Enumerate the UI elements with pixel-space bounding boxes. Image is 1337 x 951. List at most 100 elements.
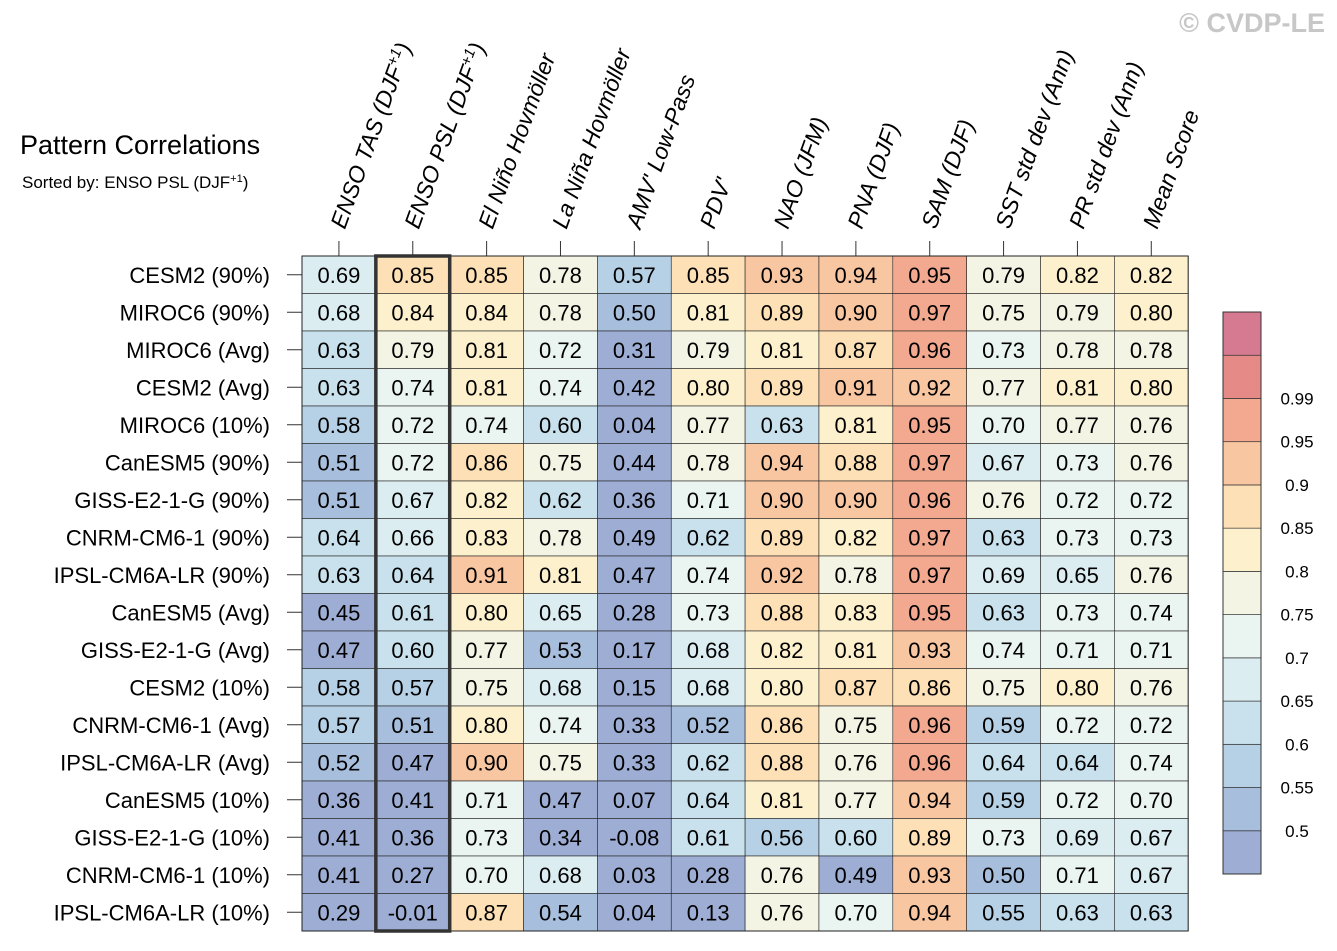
heatmap-cell <box>966 405 1041 444</box>
cell-value: 0.17 <box>613 638 656 663</box>
heatmap-cell <box>1040 855 1115 894</box>
cell-value: 0.67 <box>1130 825 1173 850</box>
heatmap-cell <box>892 518 967 557</box>
column-label: ENSO PSL (DJF+1) <box>399 39 491 232</box>
cell-value: 0.67 <box>1130 863 1173 888</box>
heatmap-cell <box>892 668 967 707</box>
heatmap-cell <box>1040 330 1115 369</box>
cell-value: 0.76 <box>1130 450 1173 475</box>
heatmap-cell <box>375 330 451 369</box>
heatmap-cell <box>449 593 524 632</box>
heatmap-cell <box>449 518 524 557</box>
heatmap-cell <box>892 855 967 894</box>
cell-value: 0.89 <box>761 300 804 325</box>
cell-value: 0.68 <box>539 675 582 700</box>
cell-value: 0.82 <box>761 638 804 663</box>
cell-value: 0.74 <box>539 713 582 738</box>
heatmap-cell <box>1040 405 1115 444</box>
heatmap-cell <box>1114 405 1189 444</box>
cell-value: 0.81 <box>1056 375 1099 400</box>
heatmap-cell <box>1040 593 1115 632</box>
heatmap-cell <box>1040 518 1115 557</box>
cell-value: 0.91 <box>834 375 877 400</box>
cell-value: 0.72 <box>391 450 434 475</box>
heatmap-cell <box>301 780 377 819</box>
heatmap-cell <box>966 743 1041 782</box>
heatmap-cell <box>744 330 820 369</box>
heatmap-cell <box>597 893 672 932</box>
heatmap-cell <box>597 705 672 744</box>
cell-value: 0.03 <box>613 863 656 888</box>
heatmap-cell <box>523 705 598 744</box>
heatmap-cell <box>1114 893 1189 932</box>
heatmap-cell <box>744 818 820 857</box>
cell-value: 0.77 <box>465 638 508 663</box>
cell-value: 0.63 <box>1056 900 1099 925</box>
heatmap-cell <box>375 443 451 482</box>
heatmap-cell <box>966 555 1041 594</box>
heatmap-cell <box>670 368 746 407</box>
cell-value: 0.41 <box>318 863 361 888</box>
cell-value: 0.72 <box>1056 788 1099 813</box>
cell-value: 0.81 <box>539 563 582 588</box>
cell-value: 0.75 <box>539 450 582 475</box>
cell-value: 0.50 <box>982 863 1025 888</box>
heatmap-cell <box>523 818 598 857</box>
cell-value: 0.90 <box>465 750 508 775</box>
cell-value: 0.71 <box>1130 638 1173 663</box>
cell-value: 0.94 <box>761 450 804 475</box>
cell-value: 0.77 <box>982 375 1025 400</box>
cell-value: 0.63 <box>1130 900 1173 925</box>
heatmap-cell <box>301 293 377 332</box>
row-label: CESM2 (Avg) <box>136 375 270 400</box>
cell-value: 0.81 <box>834 413 877 438</box>
cell-value: 0.96 <box>908 750 951 775</box>
heatmap-cell <box>670 555 746 594</box>
cell-value: 0.45 <box>318 600 361 625</box>
colorbar-segment <box>1222 311 1262 356</box>
cell-value: 0.73 <box>465 825 508 850</box>
heatmap-cell <box>892 368 967 407</box>
cell-value: 0.93 <box>908 638 951 663</box>
heatmap-cell <box>744 893 820 932</box>
cell-value: 0.72 <box>391 413 434 438</box>
heatmap-cell <box>449 893 524 932</box>
colorbar-tick-label: 0.65 <box>1280 692 1313 711</box>
heatmap-cell <box>1114 255 1189 294</box>
heatmap-cell <box>597 405 672 444</box>
cell-value: 0.72 <box>1056 488 1099 513</box>
heatmap-cell <box>670 593 746 632</box>
cell-value: 0.29 <box>318 900 361 925</box>
heatmap-cell <box>670 818 746 857</box>
sort-column-highlight <box>374 254 452 933</box>
heatmap-cell <box>818 780 894 819</box>
cell-value: 0.78 <box>834 563 877 588</box>
colorbar-segment <box>1222 571 1262 615</box>
heatmap-cell <box>449 555 524 594</box>
heatmap-cell <box>523 518 598 557</box>
heatmap-cell <box>670 480 746 519</box>
heatmap-cell <box>818 555 894 594</box>
cell-value: 0.73 <box>1056 450 1099 475</box>
heatmap-cell <box>523 480 598 519</box>
cell-value: 0.49 <box>613 525 656 550</box>
column-label: El Niño Hovmöller <box>473 49 561 232</box>
cell-value: 0.67 <box>391 488 434 513</box>
column-label: PR std dev (Ann) <box>1064 58 1148 231</box>
heatmap-cell <box>523 855 598 894</box>
cell-value: 0.70 <box>834 900 877 925</box>
cell-value: 0.90 <box>761 488 804 513</box>
cell-value: 0.76 <box>834 750 877 775</box>
heatmap-cell <box>966 705 1041 744</box>
cell-value: 0.89 <box>761 525 804 550</box>
heatmap-cell <box>744 443 820 482</box>
heatmap-cell <box>966 630 1041 669</box>
cell-value: 0.57 <box>318 713 361 738</box>
heatmap-cell <box>818 705 894 744</box>
cell-value: 0.69 <box>1056 825 1099 850</box>
heatmap-cell <box>301 480 377 519</box>
cell-value: 0.93 <box>761 263 804 288</box>
cell-value: 0.54 <box>539 900 582 925</box>
heatmap-cell <box>966 593 1041 632</box>
cell-value: 0.73 <box>687 600 730 625</box>
